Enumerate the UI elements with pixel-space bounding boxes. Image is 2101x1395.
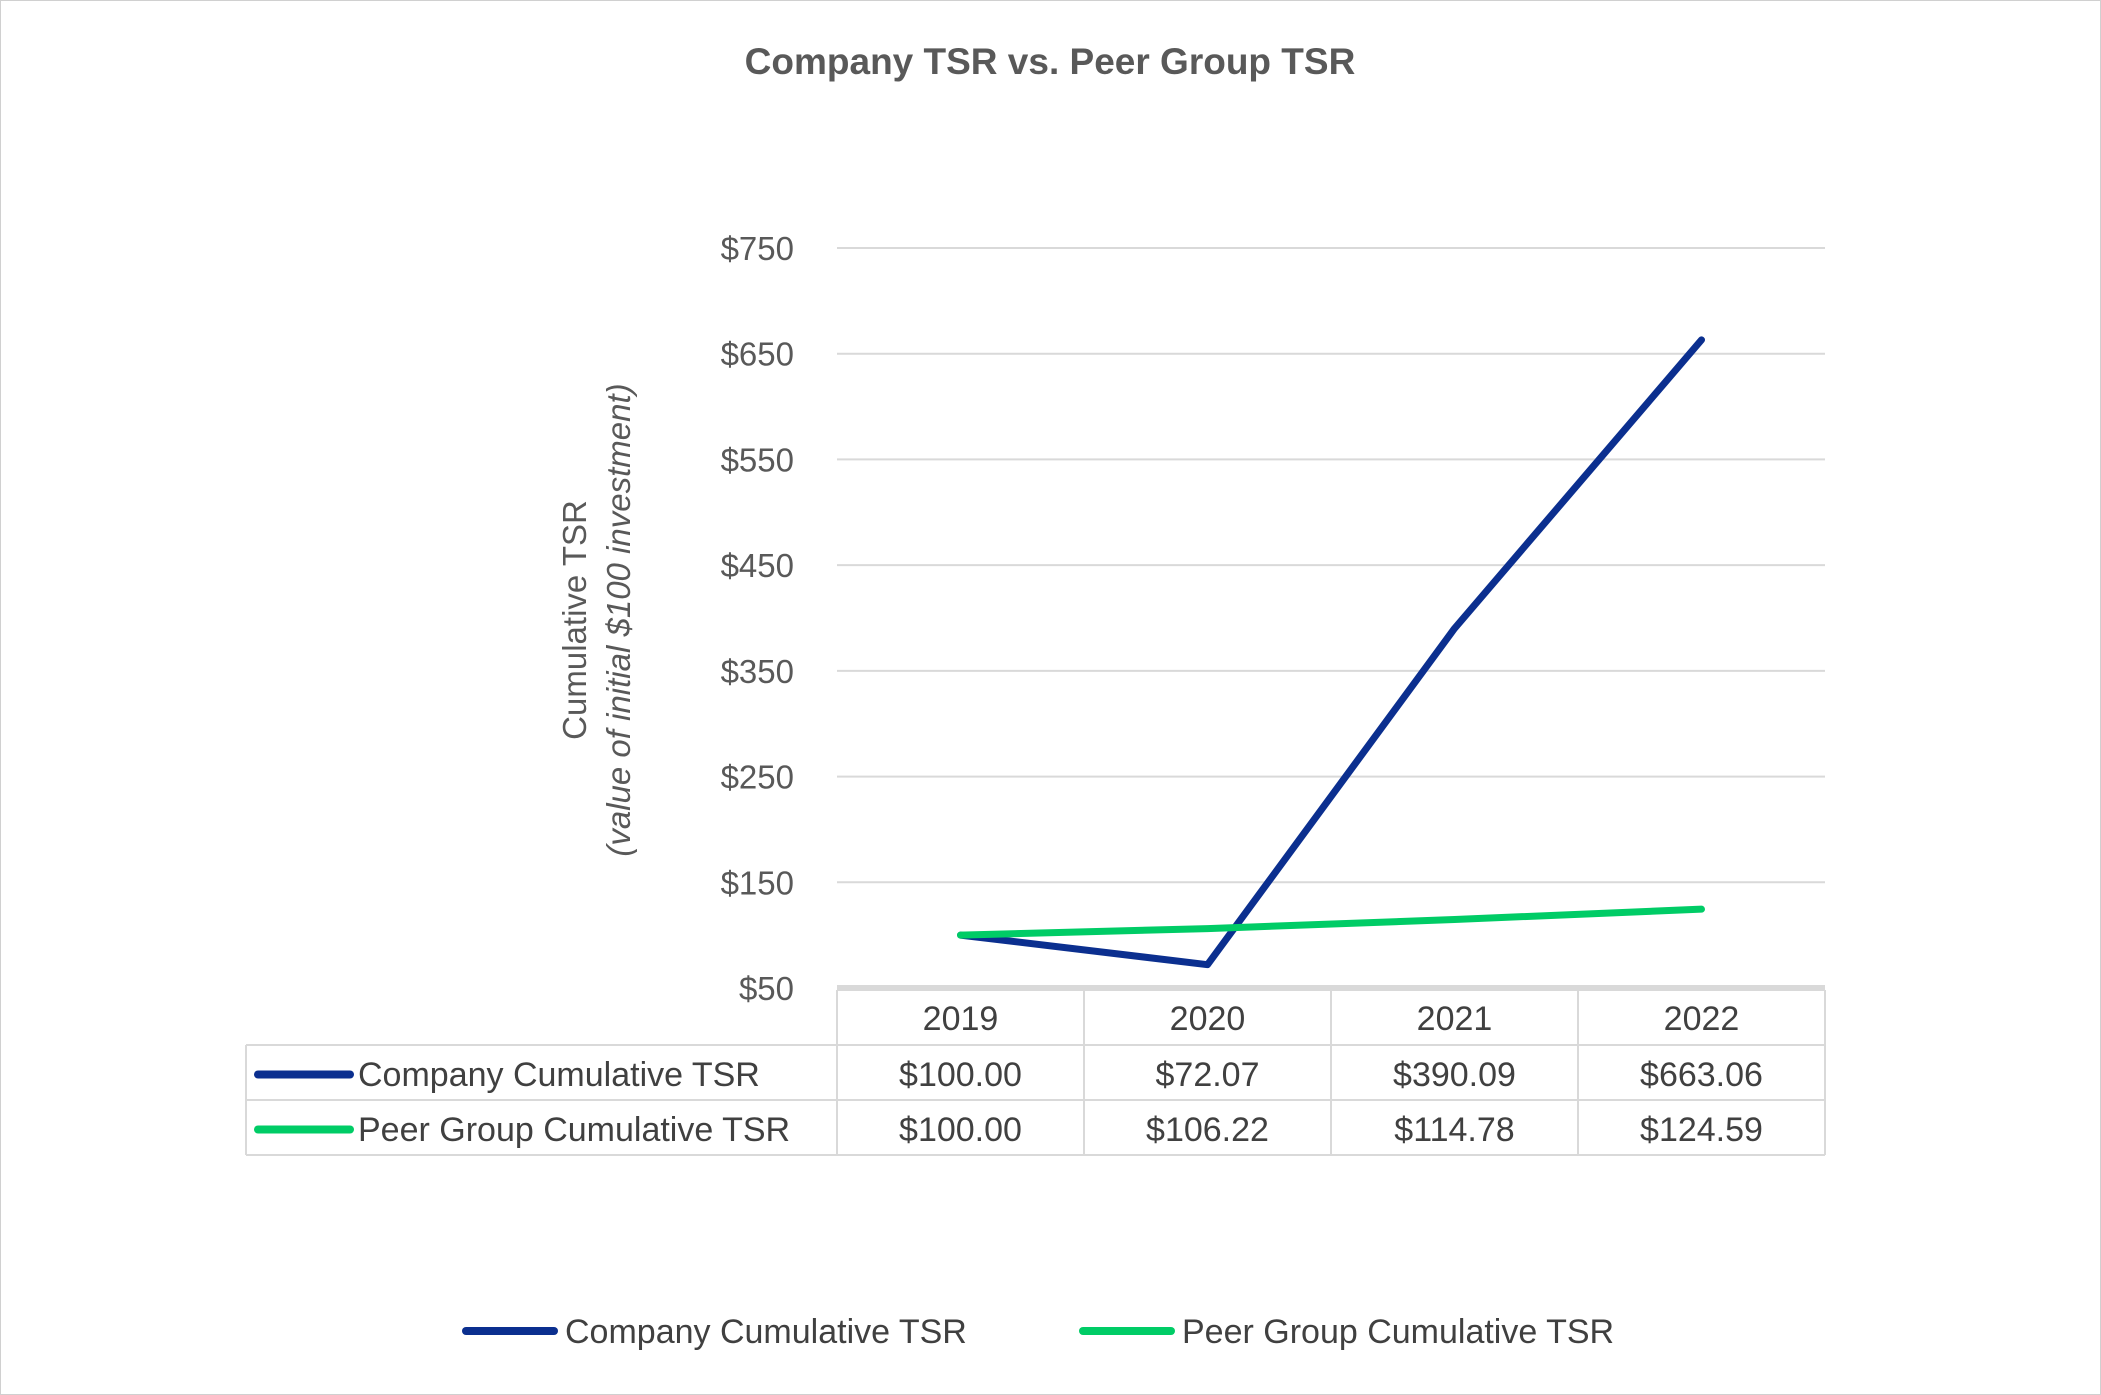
series-lines [957,336,1705,969]
x-tick-label: 2021 [1417,1000,1493,1038]
data-label: $114.78 [1394,1111,1514,1149]
legend: Company Cumulative TSR Peer Group Cumulat… [462,1313,1614,1351]
x-tick-label: 2019 [923,1000,999,1038]
y-tick-label: $650 [721,336,794,373]
x-tick-label: 2022 [1664,1000,1740,1038]
y-axis-ticks: $50 $150 $250 $350 $450 $550 $650 $750 [721,230,794,1007]
series-line [957,336,1705,969]
legend-label: Peer Group Cumulative TSR [1182,1313,1614,1351]
y-axis-label-line2: (value of initial $100 investment) [600,383,637,856]
data-label: $106.22 [1146,1111,1269,1149]
y-tick-label: $350 [721,653,794,690]
series-line [957,905,1705,939]
legend-label: Company Cumulative TSR [565,1313,967,1351]
y-tick-label: $250 [721,759,794,796]
table-series-name: Peer Group Cumulative TSR [358,1111,790,1149]
gridlines [837,247,1825,991]
data-table: 2019 2020 2021 2022 Company Cumulative TSR $1… [245,990,1826,1156]
y-tick-label: $750 [721,230,794,267]
data-label: $100.00 [899,1111,1022,1149]
y-axis-label: Cumulative TSR (value of initial $100 in… [556,383,637,856]
data-label: $100.00 [899,1056,1022,1094]
y-tick-label: $150 [721,864,794,901]
y-tick-label: $550 [721,441,794,478]
x-tick-label: 2020 [1170,1000,1246,1038]
data-label: $390.09 [1393,1056,1516,1094]
y-tick-label: $50 [739,970,794,1007]
y-axis-label-line1: Cumulative TSR [556,500,593,740]
data-label: $663.06 [1640,1056,1763,1094]
data-label: $124.59 [1640,1111,1763,1149]
chart-title: Company TSR vs. Peer Group TSR [745,41,1356,82]
y-tick-label: $450 [721,547,794,584]
table-series-name: Company Cumulative TSR [358,1056,760,1094]
data-label: $72.07 [1156,1056,1260,1094]
